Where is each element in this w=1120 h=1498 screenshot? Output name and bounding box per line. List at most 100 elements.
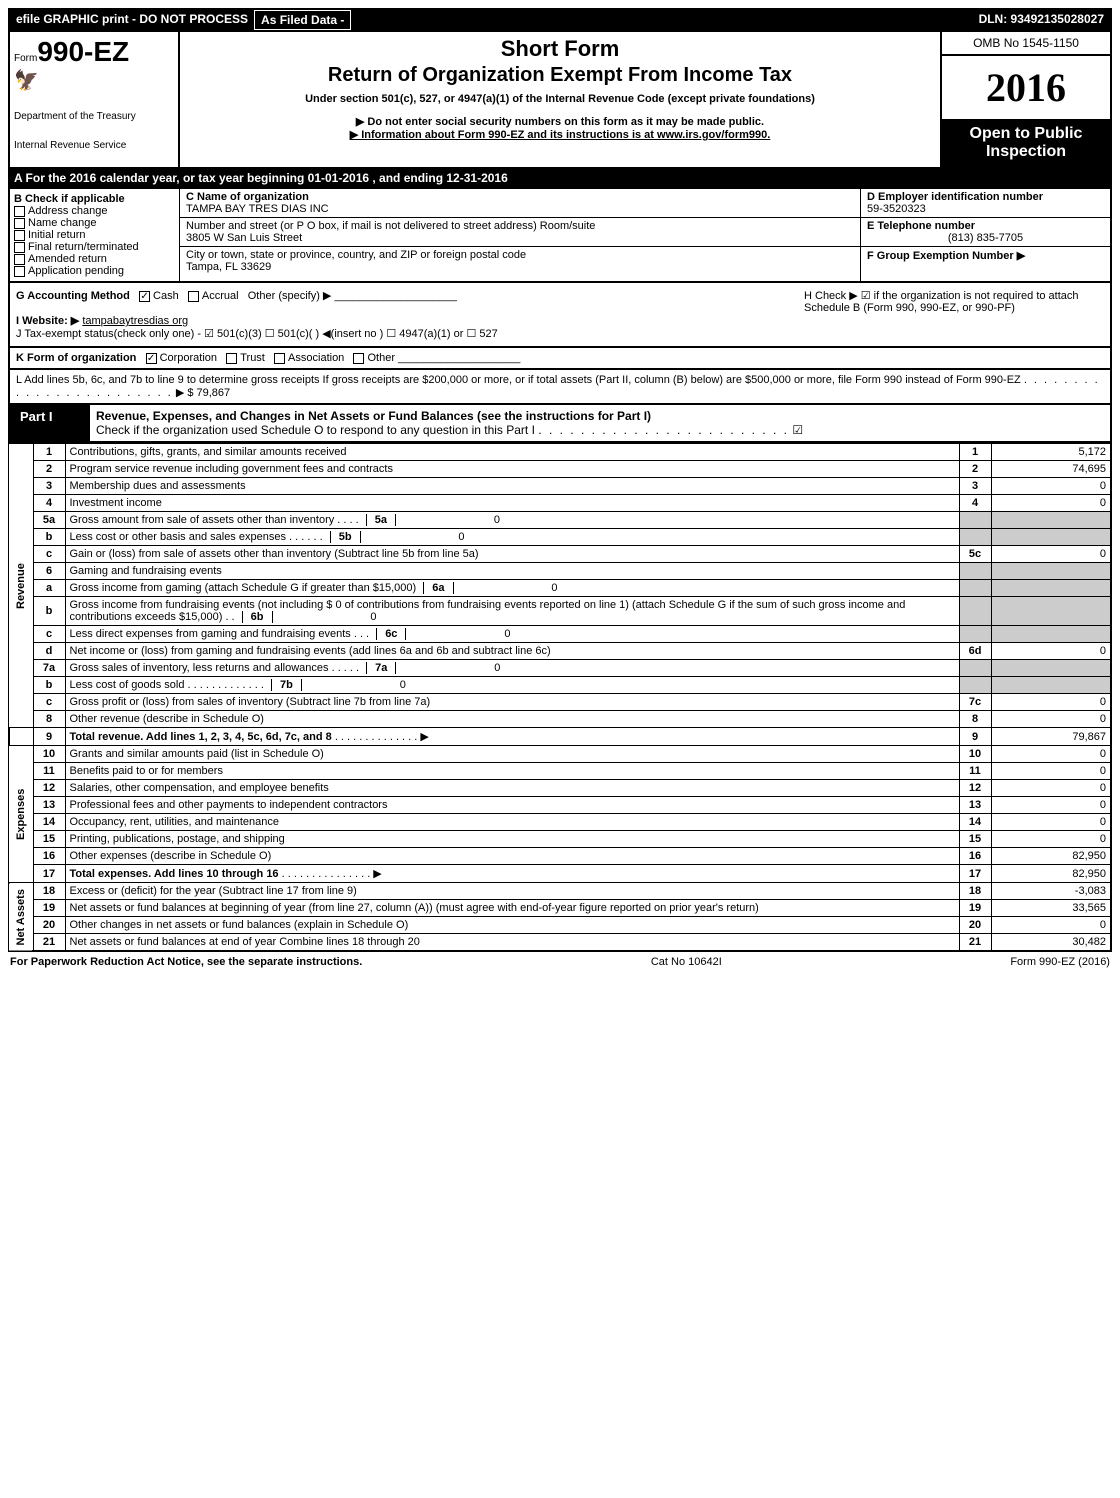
org-street: 3805 W San Luis Street xyxy=(186,232,854,244)
ln-3-val: 0 xyxy=(991,478,1111,495)
ln-1-val: 5,172 xyxy=(991,444,1111,461)
chk-trust[interactable] xyxy=(226,353,237,364)
chk-name-change[interactable] xyxy=(14,218,25,229)
ln-16-val: 82,950 xyxy=(991,848,1111,865)
part1-header: Part I Revenue, Expenses, and Changes in… xyxy=(8,405,1112,443)
footer-catno: Cat No 10642I xyxy=(651,956,722,968)
return-title: Return of Organization Exempt From Incom… xyxy=(186,64,934,87)
row-j: J Tax-exempt status(check only one) - ☑ … xyxy=(16,328,498,340)
dept-treasury: Department of the Treasury xyxy=(14,111,174,122)
ln-20-val: 0 xyxy=(991,917,1111,934)
ln-21-desc: Net assets or fund balances at end of ye… xyxy=(65,934,959,952)
ln-5c-val: 0 xyxy=(991,546,1111,563)
efile-label: efile GRAPHIC print - DO NOT PROCESS xyxy=(10,10,254,30)
footer-left: For Paperwork Reduction Act Notice, see … xyxy=(10,956,362,968)
l-amount: ▶ $ 79,867 xyxy=(176,387,230,399)
ln-2-val: 74,695 xyxy=(991,461,1111,478)
row-a-taxyear: A For the 2016 calendar year, or tax yea… xyxy=(8,169,1112,189)
under-section: Under section 501(c), 527, or 4947(a)(1)… xyxy=(186,93,934,105)
page-footer: For Paperwork Reduction Act Notice, see … xyxy=(8,952,1112,972)
ln-5b-desc: Less cost or other basis and sales expen… xyxy=(65,529,959,546)
org-city: Tampa, FL 33629 xyxy=(186,261,854,273)
dln-label: DLN: 93492135028027 xyxy=(973,10,1110,30)
chk-final-return[interactable] xyxy=(14,242,25,253)
ln-1-num: 1 xyxy=(33,444,65,461)
chk-other[interactable] xyxy=(353,353,364,364)
omb-number: OMB No 1545-1150 xyxy=(942,32,1110,56)
org-name: TAMPA BAY TRES DIAS INC xyxy=(186,203,854,215)
part1-check: ☑ xyxy=(792,423,803,437)
ln-10-val: 0 xyxy=(991,746,1111,763)
open-line1: Open to Public xyxy=(944,125,1108,143)
chk-initial-return[interactable] xyxy=(14,230,25,241)
form-prefix: Form xyxy=(14,53,37,64)
ln-19-val: 33,565 xyxy=(991,900,1111,917)
ln-1-desc: Contributions, gifts, grants, and simila… xyxy=(65,444,959,461)
header-right: OMB No 1545-1150 2016 Open to Public Ins… xyxy=(940,32,1110,167)
g-label: G Accounting Method xyxy=(16,290,130,302)
row-k: K Form of organization ✓Corporation Trus… xyxy=(8,348,1112,370)
ln-7b-desc: Less cost of goods sold . . . . . . . . … xyxy=(65,677,959,694)
box-def: D Employer identification number 59-3520… xyxy=(860,189,1110,281)
tax-year: 2016 xyxy=(942,56,1110,119)
f-label: F Group Exemption Number ▶ xyxy=(867,250,1025,262)
box-b-title: B Check if applicable xyxy=(14,193,175,205)
info-link[interactable]: ▶ Information about Form 990-EZ and its … xyxy=(186,128,934,141)
chk-app-pending[interactable] xyxy=(14,266,25,277)
row-g: G Accounting Method ✓Cash Accrual Other … xyxy=(16,289,804,340)
irs-eagle-icon: 🦅 xyxy=(14,68,174,93)
ln-7a-desc: Gross sales of inventory, less returns a… xyxy=(65,660,959,677)
k-label: K Form of organization xyxy=(16,352,136,364)
ln-8-val: 0 xyxy=(991,711,1111,728)
chk-amended[interactable] xyxy=(14,254,25,265)
ln-3-desc: Membership dues and assessments xyxy=(65,478,959,495)
ln-6-desc: Gaming and fundraising events xyxy=(65,563,959,580)
ln-7c-desc: Gross profit or (loss) from sales of inv… xyxy=(65,694,959,711)
block-bcdef: B Check if applicable Address change Nam… xyxy=(8,189,1112,283)
footer-formref: Form 990-EZ (2016) xyxy=(1010,956,1110,968)
expenses-side: Expenses xyxy=(9,746,33,883)
ssn-warning: ▶ Do not enter social security numbers o… xyxy=(186,115,934,128)
chk-accrual[interactable] xyxy=(188,291,199,302)
part1-label: Part I xyxy=(10,405,90,441)
ln-6d-val: 0 xyxy=(991,643,1111,660)
chk-assoc[interactable] xyxy=(274,353,285,364)
open-to-public: Open to Public Inspection xyxy=(942,119,1110,167)
open-line2: Inspection xyxy=(944,143,1108,161)
ln-6c-desc: Less direct expenses from gaming and fun… xyxy=(65,626,959,643)
ln-21-val: 30,482 xyxy=(991,934,1111,952)
ln-18-val: -3,083 xyxy=(991,883,1111,900)
asfiled-label: As Filed Data - xyxy=(254,10,351,30)
ln-4-desc: Investment income xyxy=(65,495,959,512)
chk-cash[interactable]: ✓ xyxy=(139,291,150,302)
c-city-label: City or town, state or province, country… xyxy=(186,249,854,261)
e-label: E Telephone number xyxy=(867,220,1104,232)
ln-15-desc: Printing, publications, postage, and shi… xyxy=(65,831,959,848)
ln-5a-desc: Gross amount from sale of assets other t… xyxy=(65,512,959,529)
ln-13-val: 0 xyxy=(991,797,1111,814)
ln-15-val: 0 xyxy=(991,831,1111,848)
form-header: Form990-EZ 🦅 Department of the Treasury … xyxy=(8,32,1112,169)
c-name-label: C Name of organization xyxy=(186,191,854,203)
ln-16-desc: Other expenses (describe in Schedule O) xyxy=(65,848,959,865)
ln-9-desc: Total revenue. Add lines 1, 2, 3, 4, 5c,… xyxy=(65,728,959,746)
dept-irs: Internal Revenue Service xyxy=(14,140,174,151)
box-b: B Check if applicable Address change Nam… xyxy=(10,189,180,281)
ln-6d-desc: Net income or (loss) from gaming and fun… xyxy=(65,643,959,660)
row-h: H Check ▶ ☑ if the organization is not r… xyxy=(804,289,1104,340)
chk-address-change[interactable] xyxy=(14,206,25,217)
ein-value: 59-3520323 xyxy=(867,203,1104,215)
chk-corp[interactable]: ✓ xyxy=(146,353,157,364)
part1-table: Revenue 1 Contributions, gifts, grants, … xyxy=(8,443,1112,952)
ln-1-box: 1 xyxy=(959,444,991,461)
revenue-side: Revenue xyxy=(9,444,33,728)
ln-7c-val: 0 xyxy=(991,694,1111,711)
ln-18-desc: Excess or (deficit) for the year (Subtra… xyxy=(65,883,959,900)
part1-title: Revenue, Expenses, and Changes in Net As… xyxy=(90,405,1110,441)
l-text: L Add lines 5b, 6c, and 7b to line 9 to … xyxy=(16,374,1021,386)
short-form-title: Short Form xyxy=(186,36,934,62)
ln-20-desc: Other changes in net assets or fund bala… xyxy=(65,917,959,934)
website-link[interactable]: tampabaytresdias org xyxy=(82,315,188,327)
d-label: D Employer identification number xyxy=(867,191,1104,203)
ln-12-desc: Salaries, other compensation, and employ… xyxy=(65,780,959,797)
